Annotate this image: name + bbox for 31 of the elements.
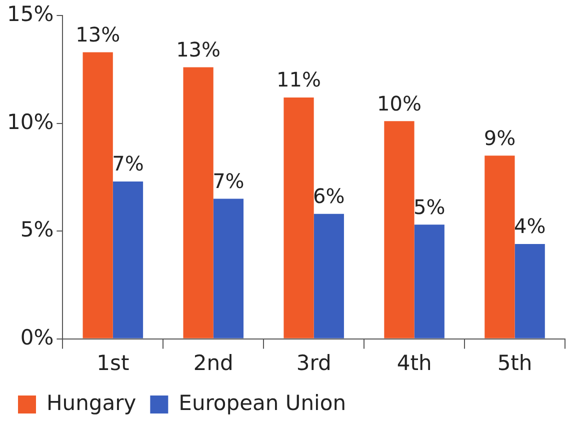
x-tick-label: 3rd bbox=[296, 350, 332, 375]
data-label: 11% bbox=[276, 68, 321, 92]
x-tick-label: 1st bbox=[96, 350, 130, 375]
data-label: 6% bbox=[313, 184, 345, 208]
data-label: 13% bbox=[176, 38, 221, 62]
data-label: 7% bbox=[112, 152, 144, 176]
x-tick-label: 5th bbox=[497, 350, 532, 375]
bar bbox=[414, 224, 444, 338]
bar bbox=[514, 244, 545, 338]
data-label: 10% bbox=[377, 91, 422, 116]
y-tick-label: 15% bbox=[6, 2, 54, 26]
data-label: 5% bbox=[414, 194, 446, 219]
data-label: 7% bbox=[212, 168, 244, 193]
data-label: 4% bbox=[514, 214, 546, 238]
bar bbox=[112, 182, 144, 338]
bar bbox=[284, 97, 314, 338]
bar bbox=[183, 67, 214, 338]
bar bbox=[82, 52, 113, 338]
y-tick-label: 10% bbox=[6, 110, 54, 134]
bar bbox=[484, 156, 515, 338]
y-tick-label: 5% bbox=[20, 218, 54, 242]
legend-label: Hungary bbox=[46, 390, 136, 415]
bar bbox=[213, 198, 244, 338]
bar bbox=[314, 214, 344, 338]
data-label: 13% bbox=[76, 22, 120, 46]
y-tick-label: 0% bbox=[20, 325, 54, 350]
x-tick-label: 4th bbox=[396, 350, 432, 375]
data-label: 9% bbox=[484, 126, 516, 150]
x-tick-label: 2nd bbox=[193, 350, 234, 375]
legend-label: European Union bbox=[178, 390, 346, 415]
bar bbox=[384, 121, 414, 338]
